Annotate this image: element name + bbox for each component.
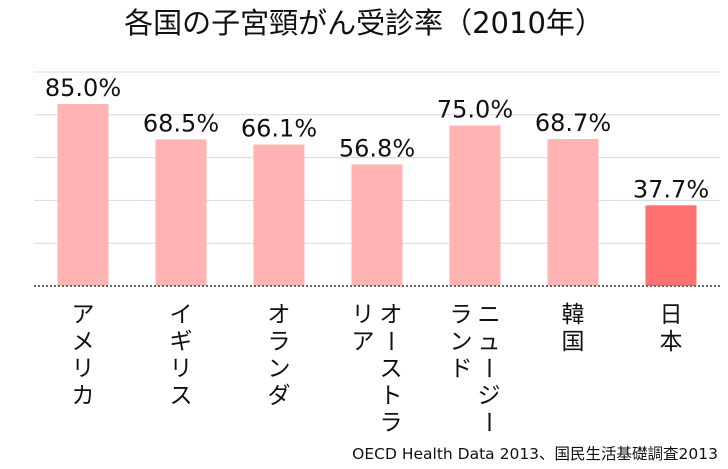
bar — [253, 144, 305, 286]
category-label-char: 日 — [660, 302, 683, 328]
data-label: 37.7% — [633, 175, 709, 203]
category-label-char: ー — [475, 357, 501, 380]
data-label: 68.5% — [143, 109, 219, 137]
category-label-char: リ — [170, 356, 193, 382]
category-label-char: 韓 — [562, 302, 585, 328]
category-label-char: カ — [72, 383, 95, 409]
category-label-char: ラ — [380, 410, 403, 436]
category-label-char: メ — [72, 329, 95, 355]
category-label-char: ド — [450, 356, 473, 382]
data-label: 56.8% — [339, 134, 415, 162]
category-label-char: ラ — [268, 329, 291, 355]
category-label-char: ト — [380, 383, 403, 409]
bar — [351, 164, 403, 286]
data-label: 68.7% — [535, 109, 611, 137]
category-label-char: 本 — [660, 329, 683, 355]
bar — [155, 139, 207, 286]
category-label-char: リ — [72, 356, 95, 382]
bar — [645, 205, 697, 286]
bar — [57, 104, 109, 286]
data-label: 85.0% — [45, 74, 121, 102]
category-label-char: ス — [380, 356, 403, 382]
category-label-char: イ — [170, 302, 193, 328]
category-label-char: ン — [268, 356, 291, 382]
category-label-char: オ — [268, 302, 291, 328]
category-label-char: 国 — [562, 329, 585, 355]
category-label-char: ュ — [478, 329, 501, 355]
category-label-char: ス — [170, 383, 193, 409]
bar — [547, 138, 599, 286]
bar — [449, 125, 501, 286]
category-label-char: ア — [72, 302, 95, 328]
category-label-char: ー — [377, 330, 403, 353]
data-label: 75.0% — [437, 96, 513, 124]
category-label-char: ギ — [170, 329, 193, 355]
source-note: OECD Health Data 2013、国民生活基礎調査2013 — [352, 445, 718, 463]
data-label: 66.1% — [241, 115, 317, 143]
category-label-char: ジ — [478, 383, 501, 409]
chart-title: 各国の子宮頸がん受診率（2010年） — [124, 6, 604, 40]
category-label-char: オ — [380, 302, 403, 328]
bars — [57, 104, 697, 286]
category-label-char: ー — [475, 411, 501, 434]
category-label-char: ア — [352, 329, 375, 355]
value-labels: 85.0% 68.5% 66.1% 56.8% 75.0% 68.7% 37.7% — [45, 74, 709, 203]
category-label-char: ン — [450, 329, 473, 355]
category-label-char: リ — [352, 302, 375, 328]
category-label-char: ラ — [450, 302, 473, 328]
category-label-char: ダ — [268, 383, 291, 409]
category-label-char: ニ — [478, 302, 501, 328]
